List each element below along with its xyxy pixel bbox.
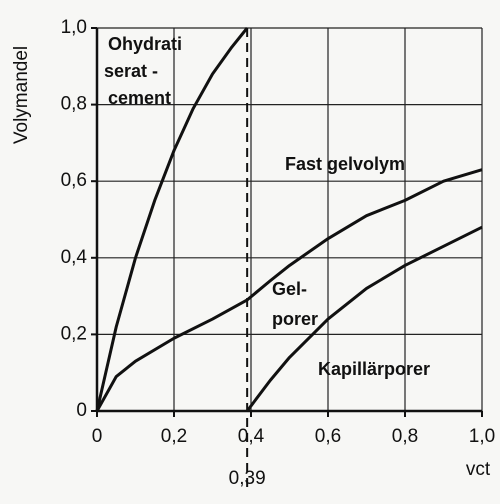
y-axis-label: Volymandel [11,46,32,144]
marker-label: 0,39 [229,468,266,489]
x-axis-label: vct [466,459,491,480]
y-tick-label: 0,2 [61,323,87,344]
x-tick-label: 0,6 [315,426,341,447]
region-label: Ohydrati [108,34,182,54]
region-label: Fast gelvolym [285,154,405,174]
y-tick-label: 0,4 [61,247,88,268]
y-tick-label: 1,0 [61,17,87,38]
y-tick-label: 0,8 [61,94,87,115]
x-tick-label: 0,2 [161,426,187,447]
region-label: Gel- [272,279,307,299]
x-tick-label: 0,4 [238,426,265,447]
x-tick-label: 0,8 [392,426,418,447]
region-label: serat - [104,61,158,81]
region-label: cement [108,88,171,108]
x-tick-label: 1,0 [469,426,495,447]
y-tick-label: 0 [76,400,87,421]
region-label: Kapillärporer [318,359,430,379]
x-tick-label: 0 [92,426,103,447]
curve [95,27,249,412]
region-label: porer [272,309,318,329]
curve [95,168,483,412]
curve [245,225,483,412]
y-tick-label: 0,6 [61,170,87,191]
